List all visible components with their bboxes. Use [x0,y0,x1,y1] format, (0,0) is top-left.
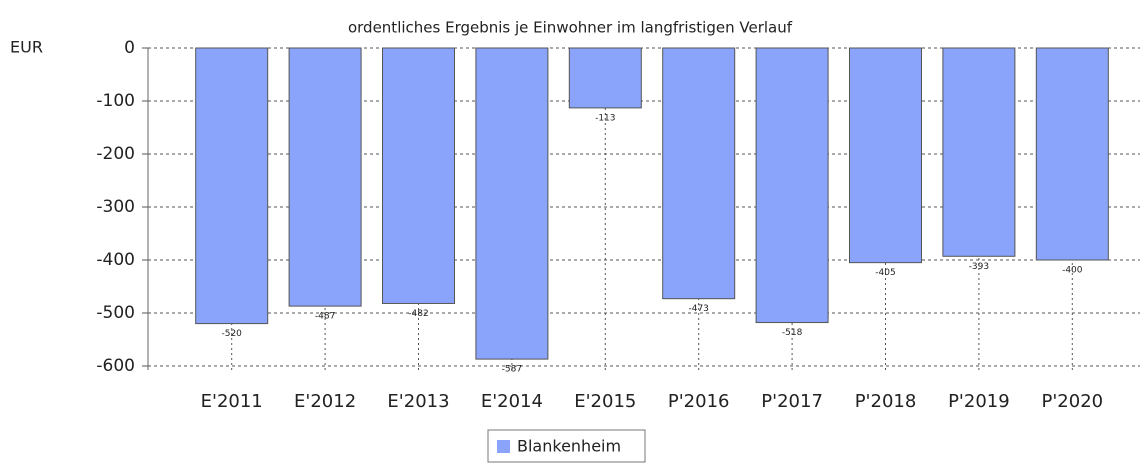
x-tick-label: E'2014 [481,391,543,412]
bar [942,47,1016,257]
bar [755,47,829,324]
x-tick-label: E'2013 [387,391,449,412]
y-tick-label: -300 [96,197,135,217]
y-tick-label: -200 [96,144,135,164]
y-tick-label: 0 [124,38,135,58]
y-tick-label: -100 [96,91,135,111]
legend-box [487,429,646,463]
legend-label: Blankenheim [517,437,621,456]
data-label: -400 [1062,266,1083,276]
bar [849,47,922,264]
legend: Blankenheim [487,429,646,463]
data-label: -405 [875,268,895,278]
bar [1035,47,1109,261]
x-tick-label: E'2015 [574,391,636,412]
data-label: -393 [969,262,989,272]
data-label: -473 [688,304,708,314]
data-label: -518 [782,328,803,338]
y-tick-label: -500 [96,303,135,323]
data-label: -113 [595,113,615,123]
bar [195,47,269,325]
data-label: -482 [408,309,428,319]
y-tick-label: -400 [96,250,135,270]
data-label: -520 [221,329,242,339]
legend-swatch [497,440,510,453]
x-tick-label: P'2016 [668,391,730,412]
x-tick-label: P'2017 [761,391,823,412]
x-tick-label: E'2012 [294,391,356,412]
y-axis-label: EUR [10,38,43,57]
bar [475,47,549,360]
x-tick-label: P'2020 [1041,391,1103,412]
bar [288,47,362,307]
y-tick-label: -600 [96,356,135,376]
x-tick-label: P'2018 [855,391,917,412]
x-tick-label: P'2019 [948,391,1010,412]
bar [662,47,736,300]
data-label: -587 [502,365,522,375]
bar [568,47,642,109]
chart-title: ordentliches Ergebnis je Einwohner im la… [348,19,793,37]
data-label: -487 [315,312,335,322]
bar [382,47,455,304]
x-tick-label: E'2011 [201,391,263,412]
